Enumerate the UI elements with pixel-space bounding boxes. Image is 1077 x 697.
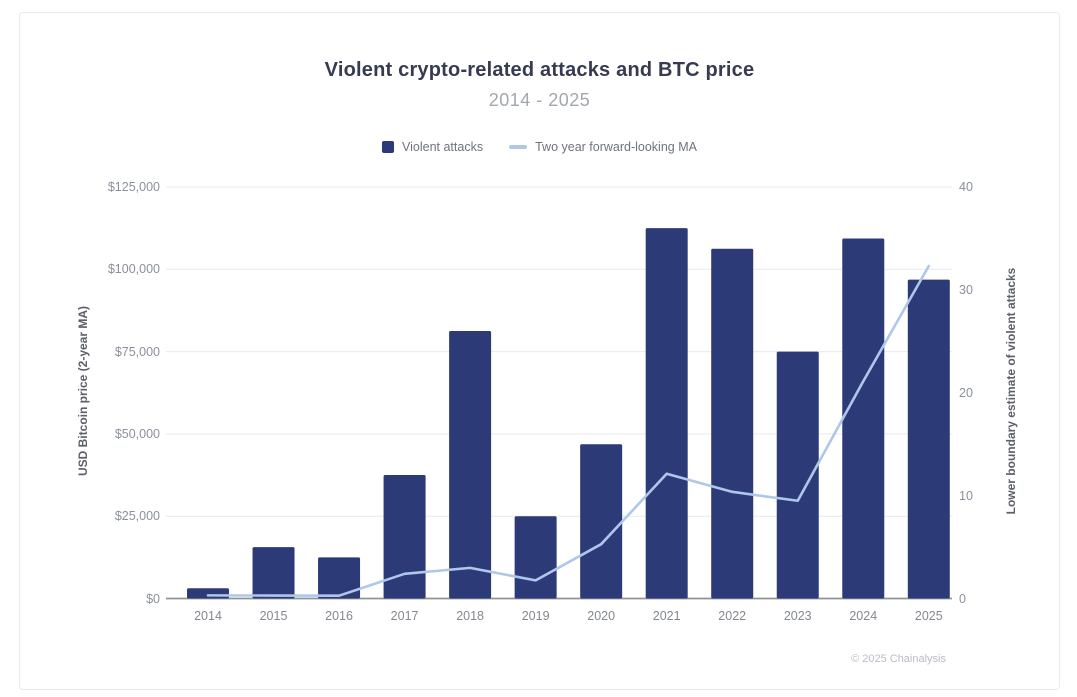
chart-subtitle: 2014 - 2025	[488, 90, 591, 110]
bar-2020[interactable]	[580, 444, 623, 599]
bar-2014[interactable]	[187, 588, 229, 599]
right-axis-title: Lower boundary estimate of violent attac…	[1004, 267, 1018, 515]
bar-2021[interactable]	[645, 228, 688, 599]
left-axis-tick: $50,000	[114, 426, 160, 441]
right-axis-tick: 30	[959, 282, 973, 297]
bar-2016[interactable]	[318, 557, 361, 599]
line-series-swatch-icon	[509, 145, 528, 149]
bar-2017[interactable]	[383, 475, 426, 599]
attribution: © 2025 Chainalysis	[851, 653, 946, 665]
x-axis-label-2015: 2015	[259, 609, 288, 623]
bar-2019[interactable]	[514, 516, 557, 599]
bar-2025[interactable]	[907, 279, 950, 599]
x-axis-label-2023: 2023	[783, 609, 812, 623]
x-axis-label-2022: 2022	[718, 609, 747, 623]
x-axis-label-2018: 2018	[456, 609, 484, 623]
chart-plot-area	[166, 186, 952, 600]
legend: Violent attacks Two year forward-looking…	[20, 140, 1059, 154]
x-axis-label-2016: 2016	[325, 609, 353, 623]
legend-item-forward-ma[interactable]: Two year forward-looking MA	[509, 140, 697, 154]
bar-2024[interactable]	[842, 238, 885, 599]
x-axis-label-2020: 2020	[587, 609, 616, 623]
bar-2018[interactable]	[449, 331, 492, 599]
legend-label: Two year forward-looking MA	[535, 140, 697, 154]
x-axis-label-2021: 2021	[652, 609, 681, 623]
trend-line	[206, 264, 931, 598]
bar-series-swatch-icon	[382, 141, 395, 153]
left-axis-tick: $25,000	[114, 509, 160, 524]
left-axis-tick: $0	[146, 591, 160, 606]
legend-item-violent-attacks[interactable]: Violent attacks	[382, 140, 483, 154]
right-axis-tick: 20	[959, 385, 973, 400]
x-axis-label-2024: 2024	[849, 609, 878, 623]
x-axis-label-2017: 2017	[390, 609, 419, 623]
right-axis-tick: 0	[959, 591, 966, 606]
legend-label: Violent attacks	[402, 140, 484, 154]
left-axis-title: USD Bitcoin price (2-year MA)	[76, 305, 90, 477]
right-axis-tick: 10	[959, 488, 973, 503]
left-axis-tick: $100,000	[107, 262, 160, 277]
right-axis-tick: 40	[959, 180, 973, 194]
bar-2022[interactable]	[711, 248, 754, 599]
x-axis-label-2014: 2014	[194, 609, 222, 623]
left-axis-tick: $125,000	[107, 180, 160, 194]
bar-2023[interactable]	[776, 351, 819, 599]
chart-card: Violent crypto-related attacks and BTC p…	[19, 12, 1060, 690]
bar-2015[interactable]	[252, 547, 295, 599]
chart-title: Violent crypto-related attacks and BTC p…	[324, 59, 755, 81]
left-axis-tick: $75,000	[114, 344, 160, 359]
x-axis-label-2025: 2025	[914, 609, 943, 623]
x-axis-label-2019: 2019	[521, 609, 550, 623]
